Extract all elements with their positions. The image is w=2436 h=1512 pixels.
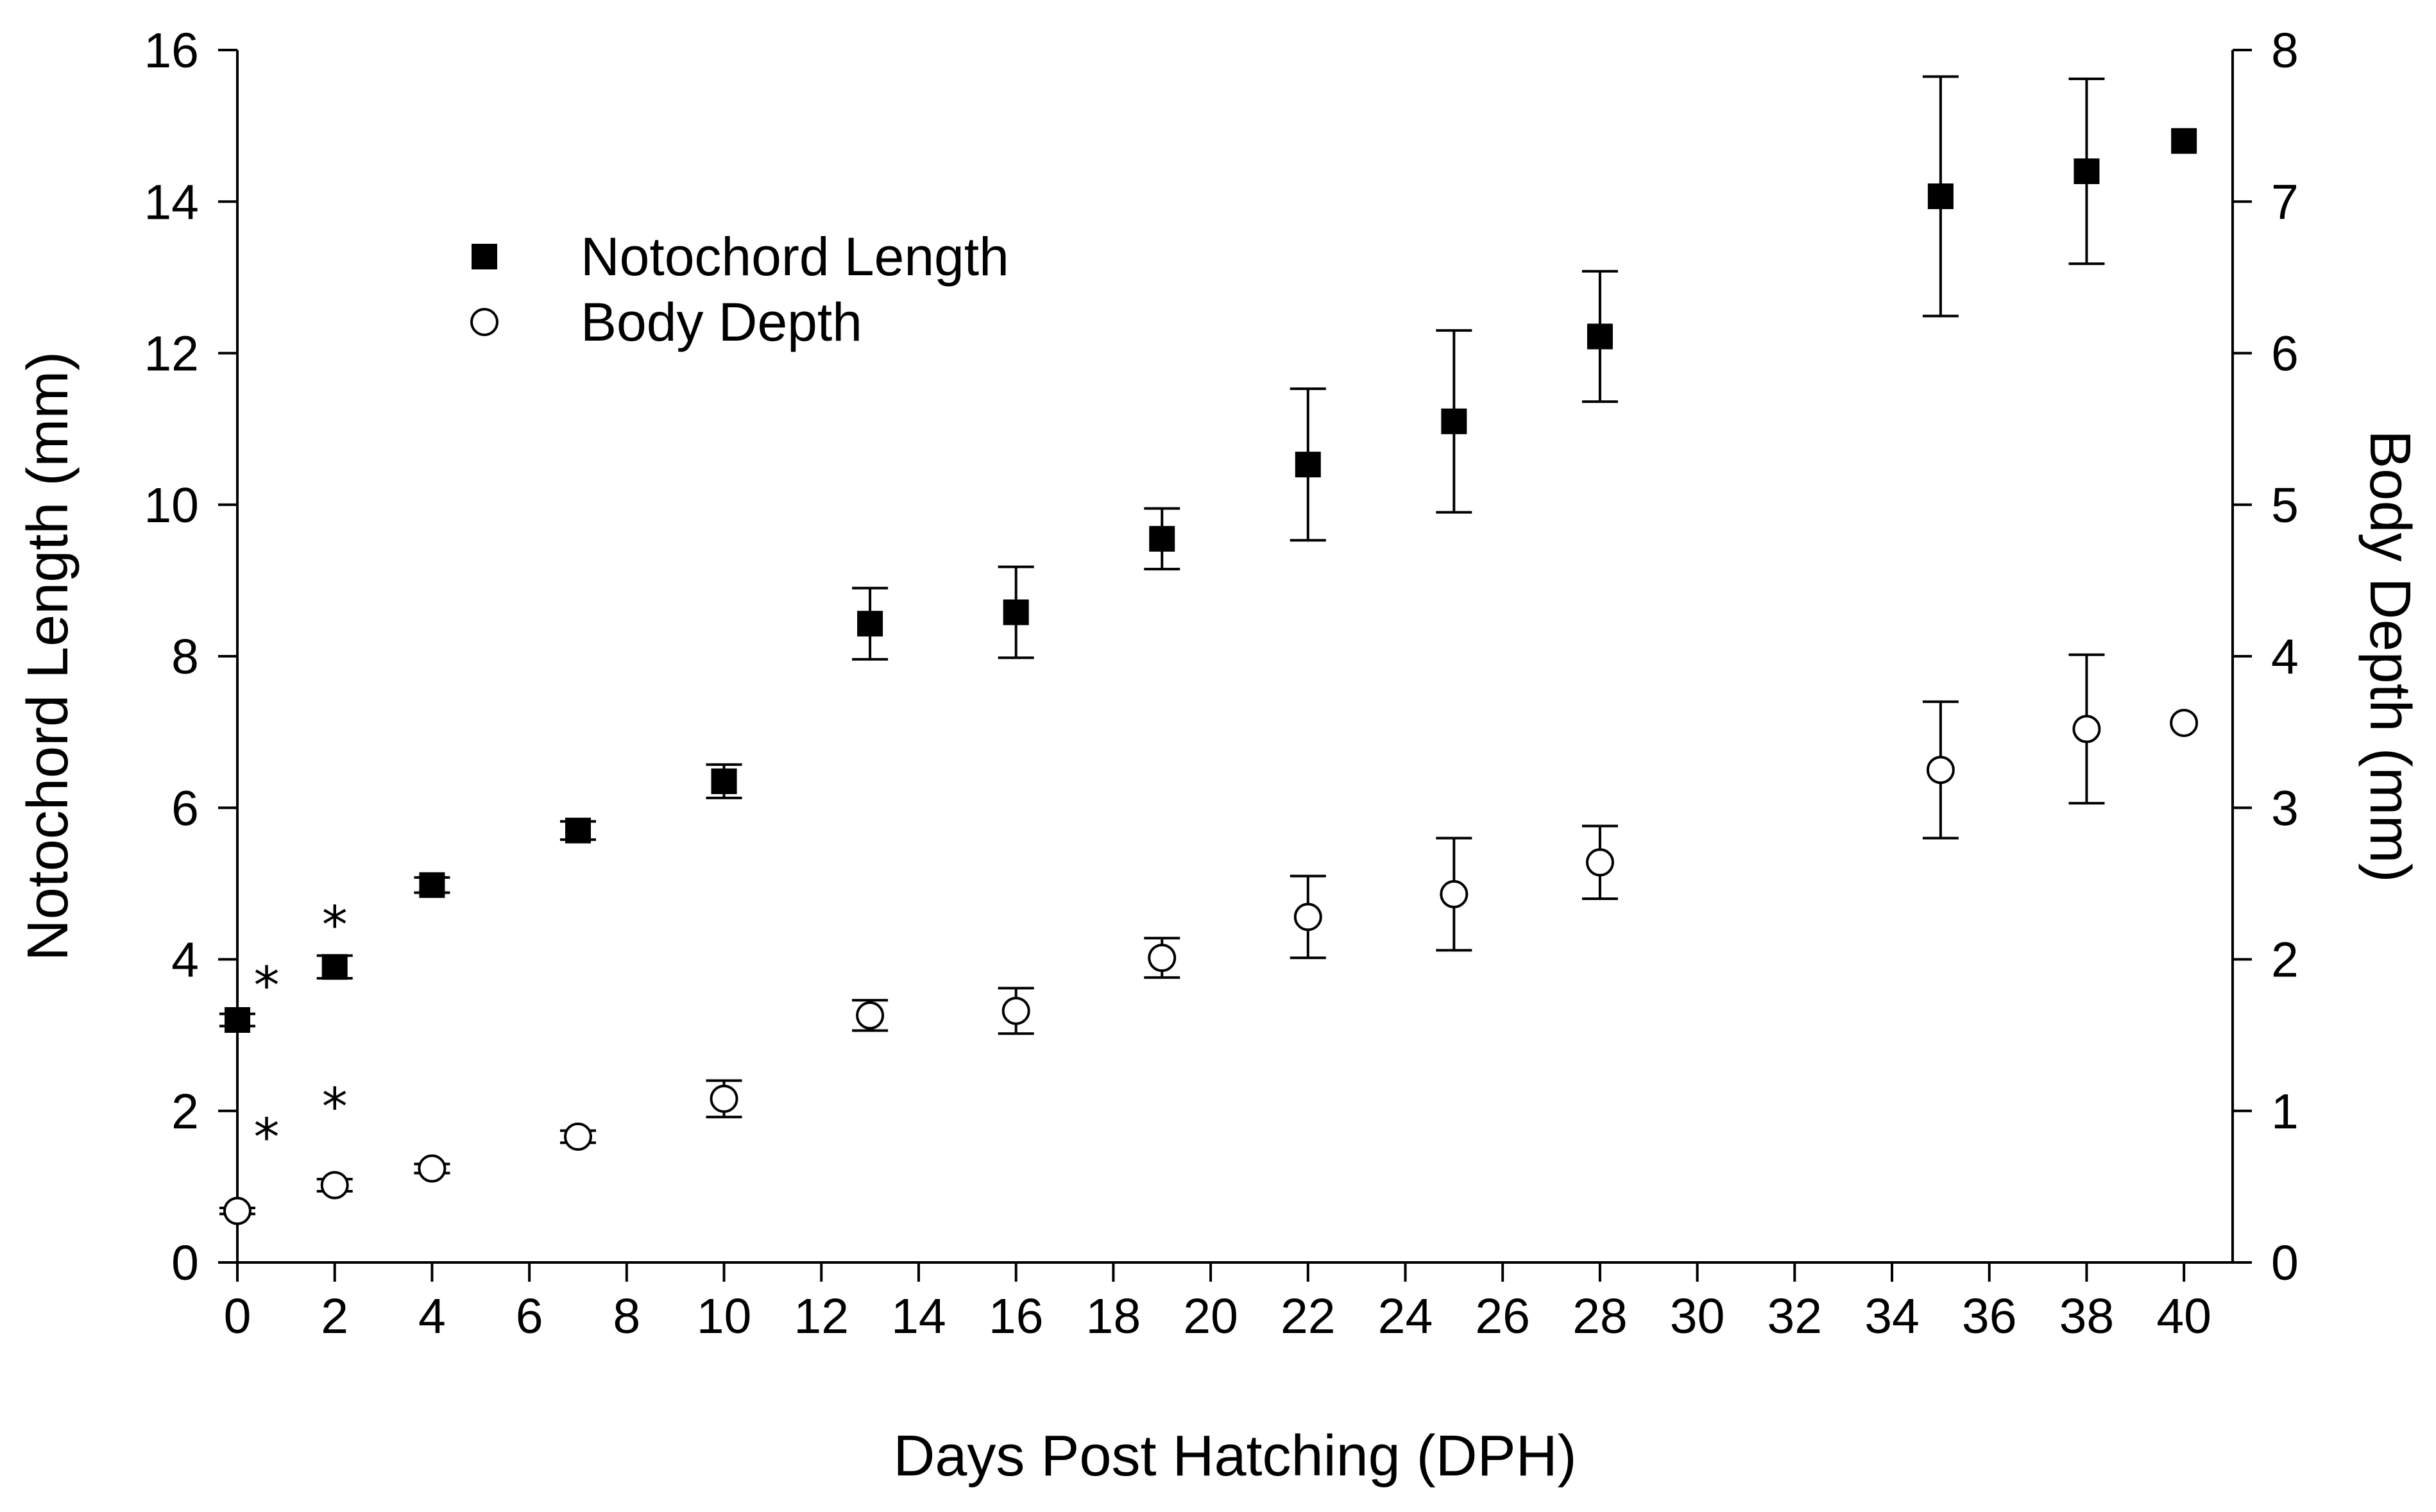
y-left-tick-label: 6 (171, 781, 199, 836)
notochord-point (565, 817, 591, 844)
notochord-point (711, 768, 737, 794)
body-depth-point (1293, 903, 1322, 931)
notochord-point (225, 1007, 250, 1033)
x-tick-label: 24 (1378, 1289, 1433, 1344)
x-tick-label: 18 (1086, 1289, 1141, 1344)
y-left-tick-label: 14 (144, 174, 199, 230)
y-right-tick-label: 3 (2271, 781, 2299, 836)
x-tick-label: 20 (1183, 1289, 1238, 1344)
axis-titles-group: Days Post Hatching (DPH) Notochord Length… (16, 352, 2422, 1488)
body-depth-point (1148, 944, 1177, 973)
x-tick-label: 12 (794, 1289, 849, 1344)
significance-marker: * (254, 1107, 280, 1167)
body-depth-point (2170, 708, 2199, 737)
notochord-point (1295, 452, 1321, 478)
significance-marker: * (254, 956, 280, 1015)
significance-marker: * (322, 1077, 348, 1137)
x-tick-label: 14 (891, 1289, 946, 1344)
y-axis-right-title: Body Depth (mm) (2358, 430, 2422, 882)
notochord-point (321, 954, 348, 980)
notochord-point (2074, 158, 2100, 184)
body-depth-point (563, 1122, 592, 1151)
significance-marker: * (322, 896, 348, 955)
notochord-point (419, 872, 445, 898)
y-left-tick-label: 2 (171, 1084, 199, 1139)
x-axis-title: Days Post Hatching (DPH) (893, 1424, 1576, 1488)
x-tick-label: 10 (697, 1289, 752, 1344)
x-tick-label: 38 (2059, 1289, 2115, 1344)
y-left-tick-label: 10 (144, 478, 199, 533)
body-depth-point (1585, 848, 1614, 877)
x-tick-label: 26 (1475, 1289, 1530, 1344)
y-right-tick-label: 2 (2271, 933, 2299, 988)
y-right-tick-label: 6 (2271, 327, 2299, 382)
data-marks-group (223, 128, 2199, 1225)
y-left-tick-label: 8 (171, 629, 199, 684)
y-right-tick-label: 5 (2271, 478, 2299, 533)
x-tick-label: 4 (418, 1289, 446, 1344)
error-bars-group (219, 75, 2105, 1216)
y-right-tick-label: 8 (2271, 23, 2299, 78)
body-depth-point (856, 1001, 885, 1030)
x-tick-label: 32 (1767, 1289, 1822, 1344)
y-left-tick-label: 4 (171, 933, 199, 988)
x-tick-label: 40 (2156, 1289, 2211, 1344)
body-depth-point (2072, 715, 2101, 743)
x-tick-label: 30 (1670, 1289, 1725, 1344)
y-left-tick-label: 16 (144, 23, 199, 78)
x-tick-label: 16 (989, 1289, 1044, 1344)
notochord-point (2171, 128, 2197, 154)
x-tick-label: 6 (516, 1289, 543, 1344)
body-depth-point (223, 1196, 251, 1225)
annotations-group: * * * * (254, 896, 348, 1168)
y-right-tick-label: 7 (2271, 174, 2299, 230)
body-depth-point (320, 1171, 349, 1200)
notochord-point (1003, 599, 1029, 625)
axes-group: 0 2 4 6 8 10 12 14 16 18 20 22 24 26 28 30 32 34 36 38 40024… (144, 23, 2298, 1344)
y-left-tick-label: 12 (144, 327, 199, 382)
body-depth-point (418, 1154, 447, 1183)
body-depth-point (1440, 879, 1469, 908)
body-depth-point (1926, 756, 1955, 785)
x-tick-label: 22 (1281, 1289, 1336, 1344)
body-depth-point (1001, 996, 1030, 1025)
x-tick-label: 34 (1864, 1289, 1920, 1344)
legend-body-depth-marker (470, 308, 498, 336)
body-depth-point (710, 1084, 738, 1113)
notochord-point (1149, 525, 1175, 552)
y-right-tick-label: 0 (2271, 1236, 2299, 1291)
y-left-tick-label: 0 (171, 1236, 199, 1291)
notochord-point (1441, 408, 1467, 434)
notochord-point (1587, 323, 1613, 350)
y-right-tick-label: 4 (2271, 629, 2299, 684)
y-axis-left-title: Notochord Length (mm) (16, 352, 80, 961)
x-tick-label: 36 (1962, 1289, 2017, 1344)
notochord-point (1927, 183, 1954, 209)
x-tick-label: 0 (224, 1289, 251, 1344)
legend-body-depth-label: Body Depth (581, 292, 862, 352)
y-right-tick-label: 1 (2271, 1084, 2299, 1139)
legend-notochord-marker (472, 244, 497, 269)
legend-notochord-label: Notochord Length (581, 226, 1009, 287)
x-tick-label: 8 (613, 1289, 640, 1344)
notochord-point (857, 611, 883, 637)
x-tick-label: 28 (1572, 1289, 1628, 1344)
x-tick-label: 2 (321, 1289, 348, 1344)
